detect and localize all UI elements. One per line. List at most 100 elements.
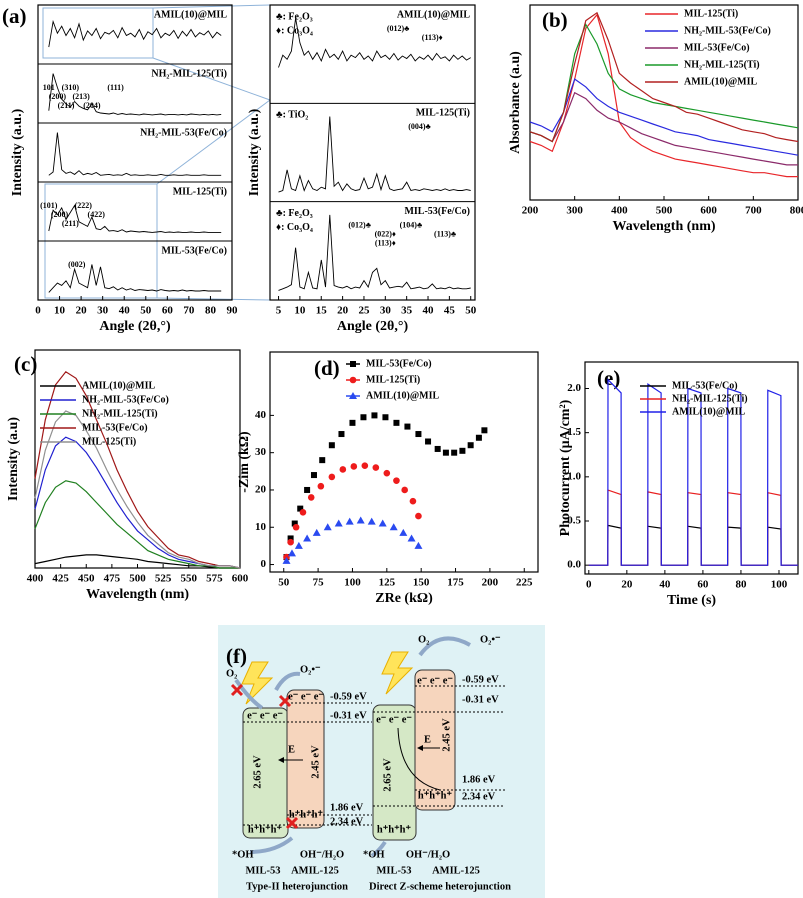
marker [287,538,294,546]
x-tick-label: 20 [76,305,88,317]
x-tick-label: 100 [344,577,361,589]
plot-frame [269,351,539,573]
zoom-guide [156,99,271,185]
phase-note: ♦: Co₃O₄ [276,222,313,233]
x-tick-label: 200 [522,205,539,217]
energy-label: 2.34 eV [330,816,364,827]
marker [451,449,458,456]
marker [414,541,423,549]
x-tick-label: 225 [516,577,533,589]
y-tick-label: 0.5 [567,515,581,527]
x-axis-label: ZRe (kΩ) [375,591,433,606]
marker [404,423,411,430]
marker [393,419,400,426]
y-tick-label: 20 [255,483,267,495]
x-tick-label: 125 [379,577,396,589]
reactant-label: OH⁻/H₂O [406,849,450,860]
panel-label: (e) [597,366,620,390]
y-tick-label: 10 [255,521,267,533]
series-label: MIL-53(Fe/Co) [404,206,470,217]
peak-label: (310) [62,83,80,92]
xrd-pattern [48,73,222,116]
marker [389,523,398,531]
marker [378,519,387,527]
peak-label: (022)♦ [375,229,396,238]
marker [361,462,369,470]
marker [367,517,376,525]
peak-label: (211) [58,101,75,110]
zoom-guide [152,57,271,101]
energy-label: -0.59 eV [462,674,499,685]
x-tick-label: 20 [621,579,633,591]
x-tick-label: 35 [401,305,413,317]
series-line [529,78,799,156]
series-label: AMIL(10)@MIL [397,9,471,20]
marker [328,442,335,449]
series-line [529,91,798,166]
zoom-guide [156,297,271,301]
x-axis-label: Angle (2θ,°) [99,319,171,334]
bandgap-label: 2.45 eV [310,745,321,779]
marker [383,469,391,477]
marker [415,512,422,520]
xrd-pattern [278,116,471,193]
y-axis-label: Photocurrent (μA/cm²) [558,399,573,536]
x-tick-label: 40 [423,305,435,317]
x-tick-label: 5 [276,305,282,317]
series-line [34,480,240,569]
series-line [588,524,798,566]
holes: h⁺h⁺h⁺ [248,824,283,835]
marker [317,482,325,490]
plot-frame [584,361,799,575]
bandgap-label: 2.45 eV [441,718,452,752]
energy-label: -0.59 eV [330,691,367,702]
marker [303,534,312,542]
marker [475,434,482,441]
xrd-pattern [48,19,222,48]
x-tick-label: 550 [181,573,198,585]
xrd-pattern [278,18,471,68]
series-label: NH₂-MIL-125(Ti) [151,68,227,79]
o2-label: O₂ [226,668,237,679]
marker [467,442,474,449]
field-label: E [424,734,431,745]
x-tick-label: 40 [659,579,671,591]
material-label: AMIL-125 [291,865,339,876]
x-tick-label: 400 [611,205,628,217]
flow-arrow [370,840,387,858]
phase-note: ♦: Co₃O₄ [276,25,313,36]
blocked-mark [230,683,299,830]
legend-label: MIL-53(Fe/Co) [672,380,738,391]
legend-label: AMIL(10)@MIL [366,390,440,401]
peak-label: (012)♣ [387,24,410,33]
series-line [529,23,799,143]
y-tick-label: 0.0 [567,559,581,571]
series-line [34,436,241,569]
peak-label: (200) [51,210,69,219]
x-tick-label: 45 [444,305,456,317]
x-tick-label: 450 [78,573,95,585]
bandgap-label: 2.65 eV [252,755,263,789]
x-axis-label: Time (s) [667,593,716,608]
marker [338,431,345,438]
energy-label: 1.86 eV [462,774,496,785]
light-icon [381,651,414,695]
y-tick-label: 1.0 [567,470,581,482]
x-tick-label: 70 [183,305,195,317]
x-tick-label: 30 [380,305,392,317]
legend-label: MIL-125(Ti) [82,436,136,447]
marker [372,464,380,471]
peak-label: (101) [40,201,58,210]
flow-arrow [418,636,471,657]
y-axis-label: Intensity (a.u.) [10,108,25,196]
plot-frame [37,4,233,301]
panel-label: (d) [314,356,340,380]
x-tick-label: 10 [294,305,306,317]
marker [334,519,343,527]
series-label: MIL-125(Ti) [173,186,227,197]
peak-label: (113)♦ [422,33,443,42]
series-line [529,13,798,178]
series-label: MIL-125(Ti) [416,108,470,119]
marker [481,427,488,434]
electrons: e⁻ e⁻ e⁻ [376,714,412,725]
